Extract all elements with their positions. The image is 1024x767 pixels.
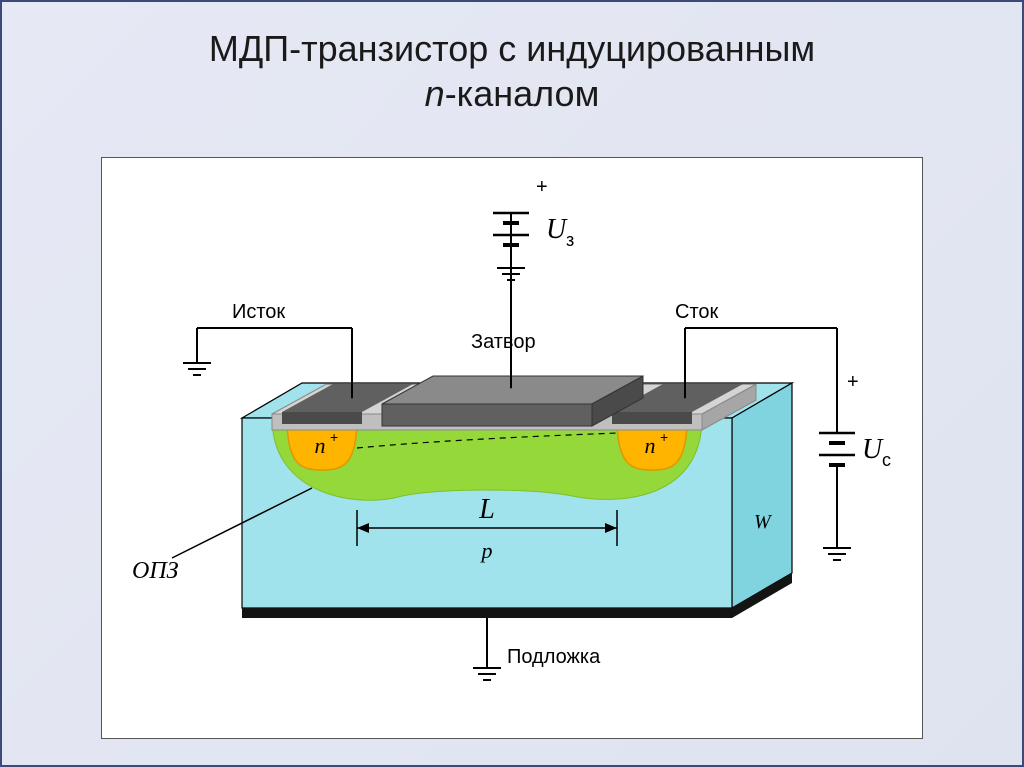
- contact-front: [612, 412, 692, 424]
- page-title: МДП-транзистор с индуцированным n-канало…: [2, 2, 1022, 116]
- mosfet-diagram: n+n++Uз+UсLpWОПЗИстокЗатворСтокПодложка: [102, 158, 922, 738]
- gate-front: [382, 404, 592, 426]
- label: +: [330, 429, 338, 445]
- label: з: [566, 230, 574, 250]
- label: с: [882, 450, 891, 470]
- title-line1: МДП-транзистор с индуцированным: [209, 28, 815, 69]
- label: n: [645, 433, 656, 458]
- label: +: [536, 176, 548, 198]
- substrate-side: [732, 383, 792, 608]
- title-line2-rest: -каналом: [445, 73, 600, 114]
- title-line2-italic: n: [425, 73, 445, 114]
- label: +: [660, 429, 668, 445]
- label: +: [847, 371, 859, 393]
- label: ОПЗ: [132, 558, 179, 584]
- label: Подложка: [507, 646, 601, 668]
- label: p: [480, 538, 493, 563]
- label: Затвор: [471, 331, 536, 353]
- slide: МДП-транзистор с индуцированным n-канало…: [0, 0, 1024, 767]
- label: n: [315, 433, 326, 458]
- contact-front: [282, 412, 362, 424]
- diagram-container: n+n++Uз+UсLpWОПЗИстокЗатворСтокПодложка: [101, 157, 923, 739]
- label: Сток: [675, 301, 719, 323]
- label: U: [862, 434, 884, 465]
- label: U: [546, 214, 568, 245]
- label: L: [478, 494, 495, 525]
- bottom-contact-front: [242, 608, 732, 618]
- label: Исток: [232, 301, 285, 323]
- label: W: [754, 511, 773, 533]
